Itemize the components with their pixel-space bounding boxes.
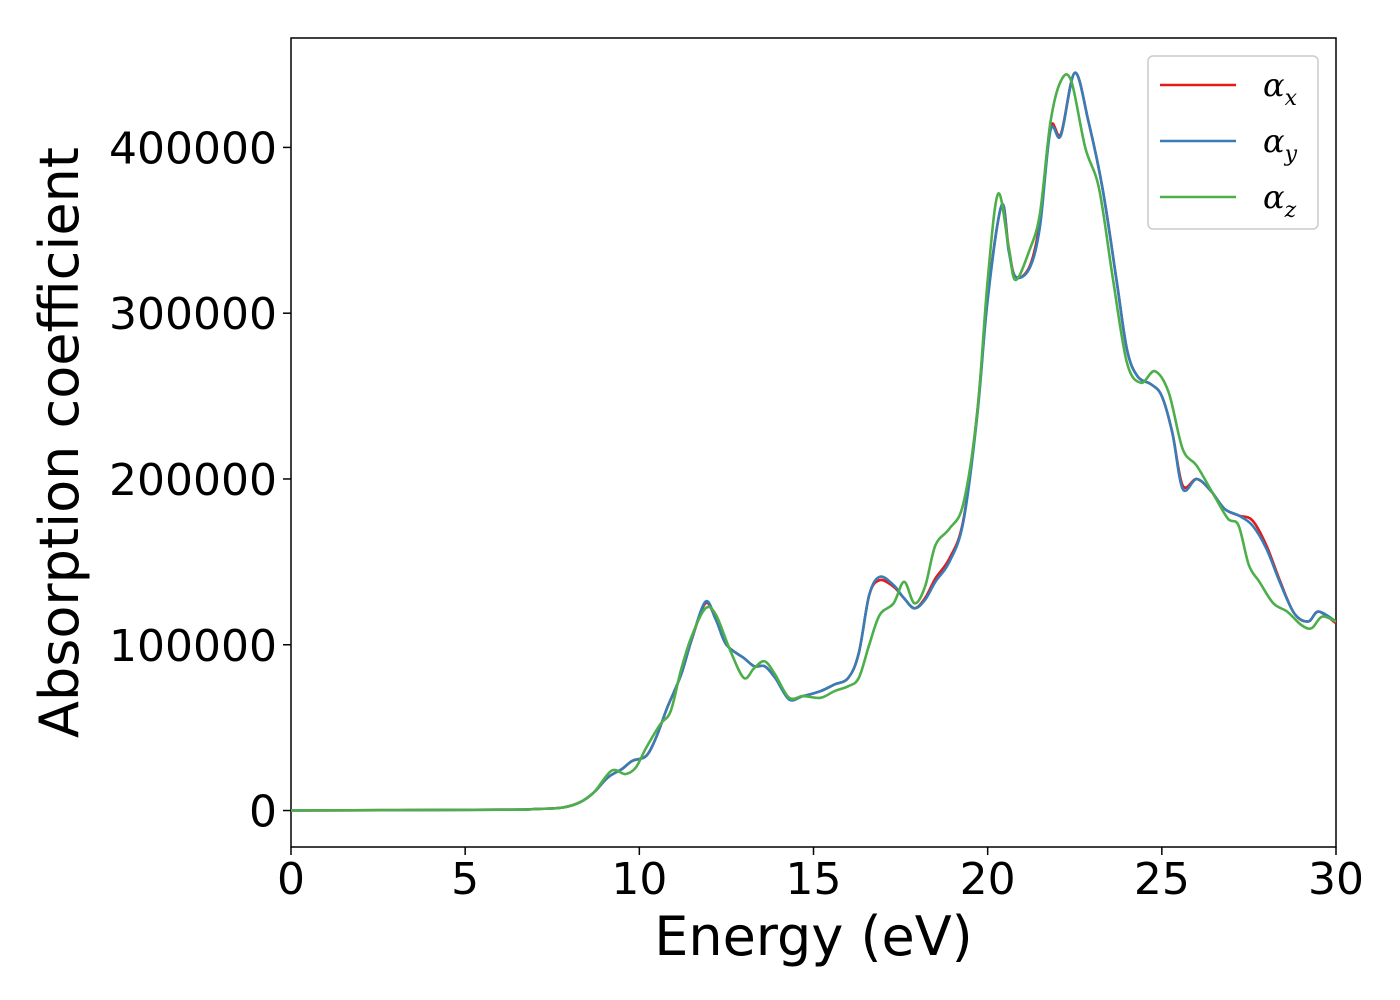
- x-tick-label: 20: [960, 854, 1016, 905]
- y-tick-label: 400000: [109, 123, 277, 174]
- y-tick-label: 300000: [109, 289, 277, 340]
- series-line-z: [291, 73, 1336, 812]
- y-tick-label: 100000: [109, 621, 277, 672]
- x-tick-label: 0: [277, 854, 305, 905]
- y-axis-title: Absorption coefficient: [28, 147, 91, 738]
- x-tick-label: 30: [1308, 854, 1364, 905]
- x-axis: 0 5 10 15 20 25 30: [277, 847, 1364, 905]
- x-axis-title: Energy (eV): [654, 905, 973, 968]
- legend-box: [1147, 55, 1319, 230]
- x-tick-label: 10: [611, 854, 667, 905]
- x-tick-label: 15: [786, 854, 842, 905]
- y-tick-label: 0: [249, 787, 277, 838]
- x-tick-label: 25: [1134, 854, 1190, 905]
- series-layer: [291, 71, 1336, 812]
- y-tick-label: 200000: [109, 455, 277, 506]
- y-axis: 0 100000 200000 300000 400000: [109, 123, 291, 838]
- x-tick-label: 5: [451, 854, 479, 905]
